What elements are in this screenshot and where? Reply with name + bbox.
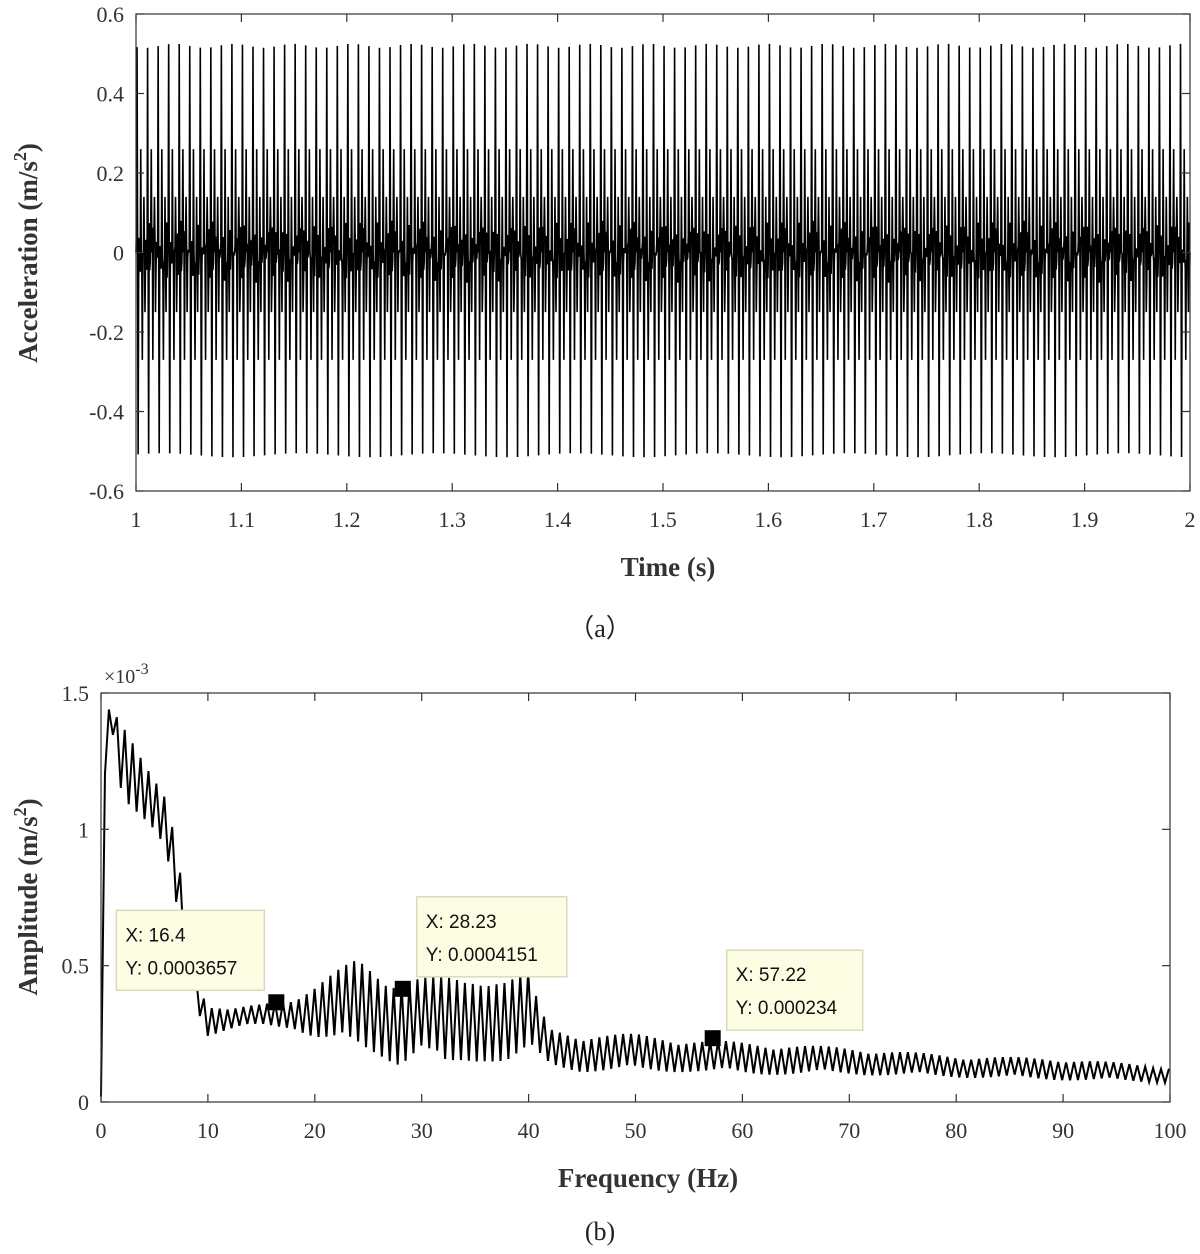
x-tick-label-b: 70 (838, 1118, 860, 1143)
x-tick-label-b: 90 (1052, 1118, 1074, 1143)
x-tick-label-b: 100 (1154, 1118, 1187, 1143)
amplitude-series-line (100, 709, 1170, 1097)
x-tick-label-a: 1.8 (965, 507, 993, 532)
x-tick-label-b: 10 (197, 1118, 219, 1143)
datatip-y-label: Y: 0.0003657 (125, 958, 237, 979)
y-axis-title-b: Amplitude (m/s2) (10, 798, 43, 995)
y-axis-title-a-suffix: ) (13, 143, 43, 152)
panel-label-b: (b) (585, 1217, 615, 1246)
y-axis-title-b-superscript: 2 (10, 807, 30, 816)
datatip[interactable]: X: 28.23 Y: 0.0004151 (394, 896, 568, 997)
y-axis-title-b-main: Amplitude (m/s (13, 816, 43, 995)
y-tick-label-b: 0.5 (62, 954, 90, 979)
y-tick-label-a: 0.6 (97, 2, 125, 27)
y-tick-label-b: 0 (78, 1090, 89, 1115)
x-tick-label-b: 40 (518, 1118, 540, 1143)
y-exponent-power: -3 (135, 661, 148, 678)
x-tick-label-b: 50 (625, 1118, 647, 1143)
x-ticks-b: 0 10 20 30 40 50 60 70 80 90 100 (96, 693, 1187, 1143)
x-tick-label-b: 30 (411, 1118, 433, 1143)
y-tick-label-a: 0.4 (97, 82, 125, 107)
x-tick-label-a: 1.2 (333, 507, 361, 532)
y-ticks-b: 0 0.5 1 1.5 (62, 681, 1170, 1115)
y-axis-title-a-main: Acceleration (m/s (13, 161, 43, 363)
datatip-marker[interactable] (268, 994, 285, 1011)
datatip-marker[interactable] (704, 1030, 721, 1047)
datatip[interactable]: X: 16.4 Y: 0.0003657 (115, 909, 285, 1011)
x-tick-label-b: 20 (304, 1118, 326, 1143)
x-tick-label-a: 1.9 (1071, 507, 1099, 532)
x-tick-label-a: 1.4 (544, 507, 572, 532)
y-tick-label-a: -0.2 (89, 320, 124, 345)
datatip[interactable]: X: 57.22 Y: 0.000234 (704, 949, 864, 1047)
y-axis-title-a: Acceleration (m/s2) (10, 143, 43, 363)
datatip-marker[interactable] (394, 980, 411, 997)
frequency-domain-chart: 0 10 20 30 40 50 60 70 80 90 100 0 0.5 1 1.5 ×10-3 Fr… (10, 661, 1187, 1246)
datatip-x-label: X: 16.4 (125, 925, 186, 946)
x-tick-label-b: 80 (945, 1118, 967, 1143)
y-axis-title-a-superscript: 2 (10, 152, 30, 161)
x-tick-label-a: 1.7 (860, 507, 888, 532)
acceleration-trace (135, 43, 1191, 458)
x-ticks-a: 1 1.1 1.2 1.3 1.4 1.5 1.6 1.7 1.8 1.9 2 (131, 14, 1196, 532)
y-axis-title-b-suffix: ) (13, 798, 43, 807)
y-tick-label-b: 1.5 (62, 681, 90, 706)
x-tick-label-b: 60 (731, 1118, 753, 1143)
plot-frame-b (100, 692, 1171, 1103)
x-tick-label-a: 1.3 (438, 507, 466, 532)
y-tick-label-a: -0.6 (89, 479, 124, 504)
amplitude-spectrum-trace (100, 709, 1170, 1097)
acceleration-series-line (135, 43, 1191, 458)
y-ticks-a: -0.6 -0.4 -0.2 0 0.2 0.4 0.6 (89, 2, 1190, 504)
datatip-x-label: X: 57.22 (736, 965, 807, 986)
y-tick-label-a: -0.4 (89, 400, 124, 425)
y-exponent-label: ×10-3 (104, 661, 149, 688)
panel-label-a: （a） (568, 614, 632, 643)
time-domain-chart: 1 1.1 1.2 1.3 1.4 1.5 1.6 1.7 1.8 1.9 2 -0.6-0.4-0… (10, 2, 1196, 643)
x-axis-title-b: Frequency (Hz) (558, 1163, 738, 1193)
x-tick-label-a: 2 (1185, 507, 1196, 532)
datatip-box (416, 896, 568, 978)
x-tick-label-b: 0 (96, 1118, 107, 1143)
datatip-box (115, 909, 266, 992)
x-tick-label-a: 1.5 (649, 507, 677, 532)
x-axis-title-a: Time (s) (621, 552, 716, 582)
y-tick-label-b: 1 (78, 817, 89, 842)
x-tick-label-a: 1.1 (228, 507, 256, 532)
datatip-x-label: X: 28.23 (426, 912, 497, 933)
datatip-y-label: Y: 0.000234 (736, 998, 838, 1019)
x-tick-label-a: 1 (131, 507, 142, 532)
datatip-y-label: Y: 0.0004151 (426, 945, 538, 966)
x-tick-label-a: 1.6 (755, 507, 783, 532)
datatip-box (725, 949, 864, 1031)
y-tick-label-a: 0 (113, 241, 124, 266)
y-tick-label-a: 0.2 (97, 161, 125, 186)
y-exponent-base: ×10 (104, 666, 135, 688)
